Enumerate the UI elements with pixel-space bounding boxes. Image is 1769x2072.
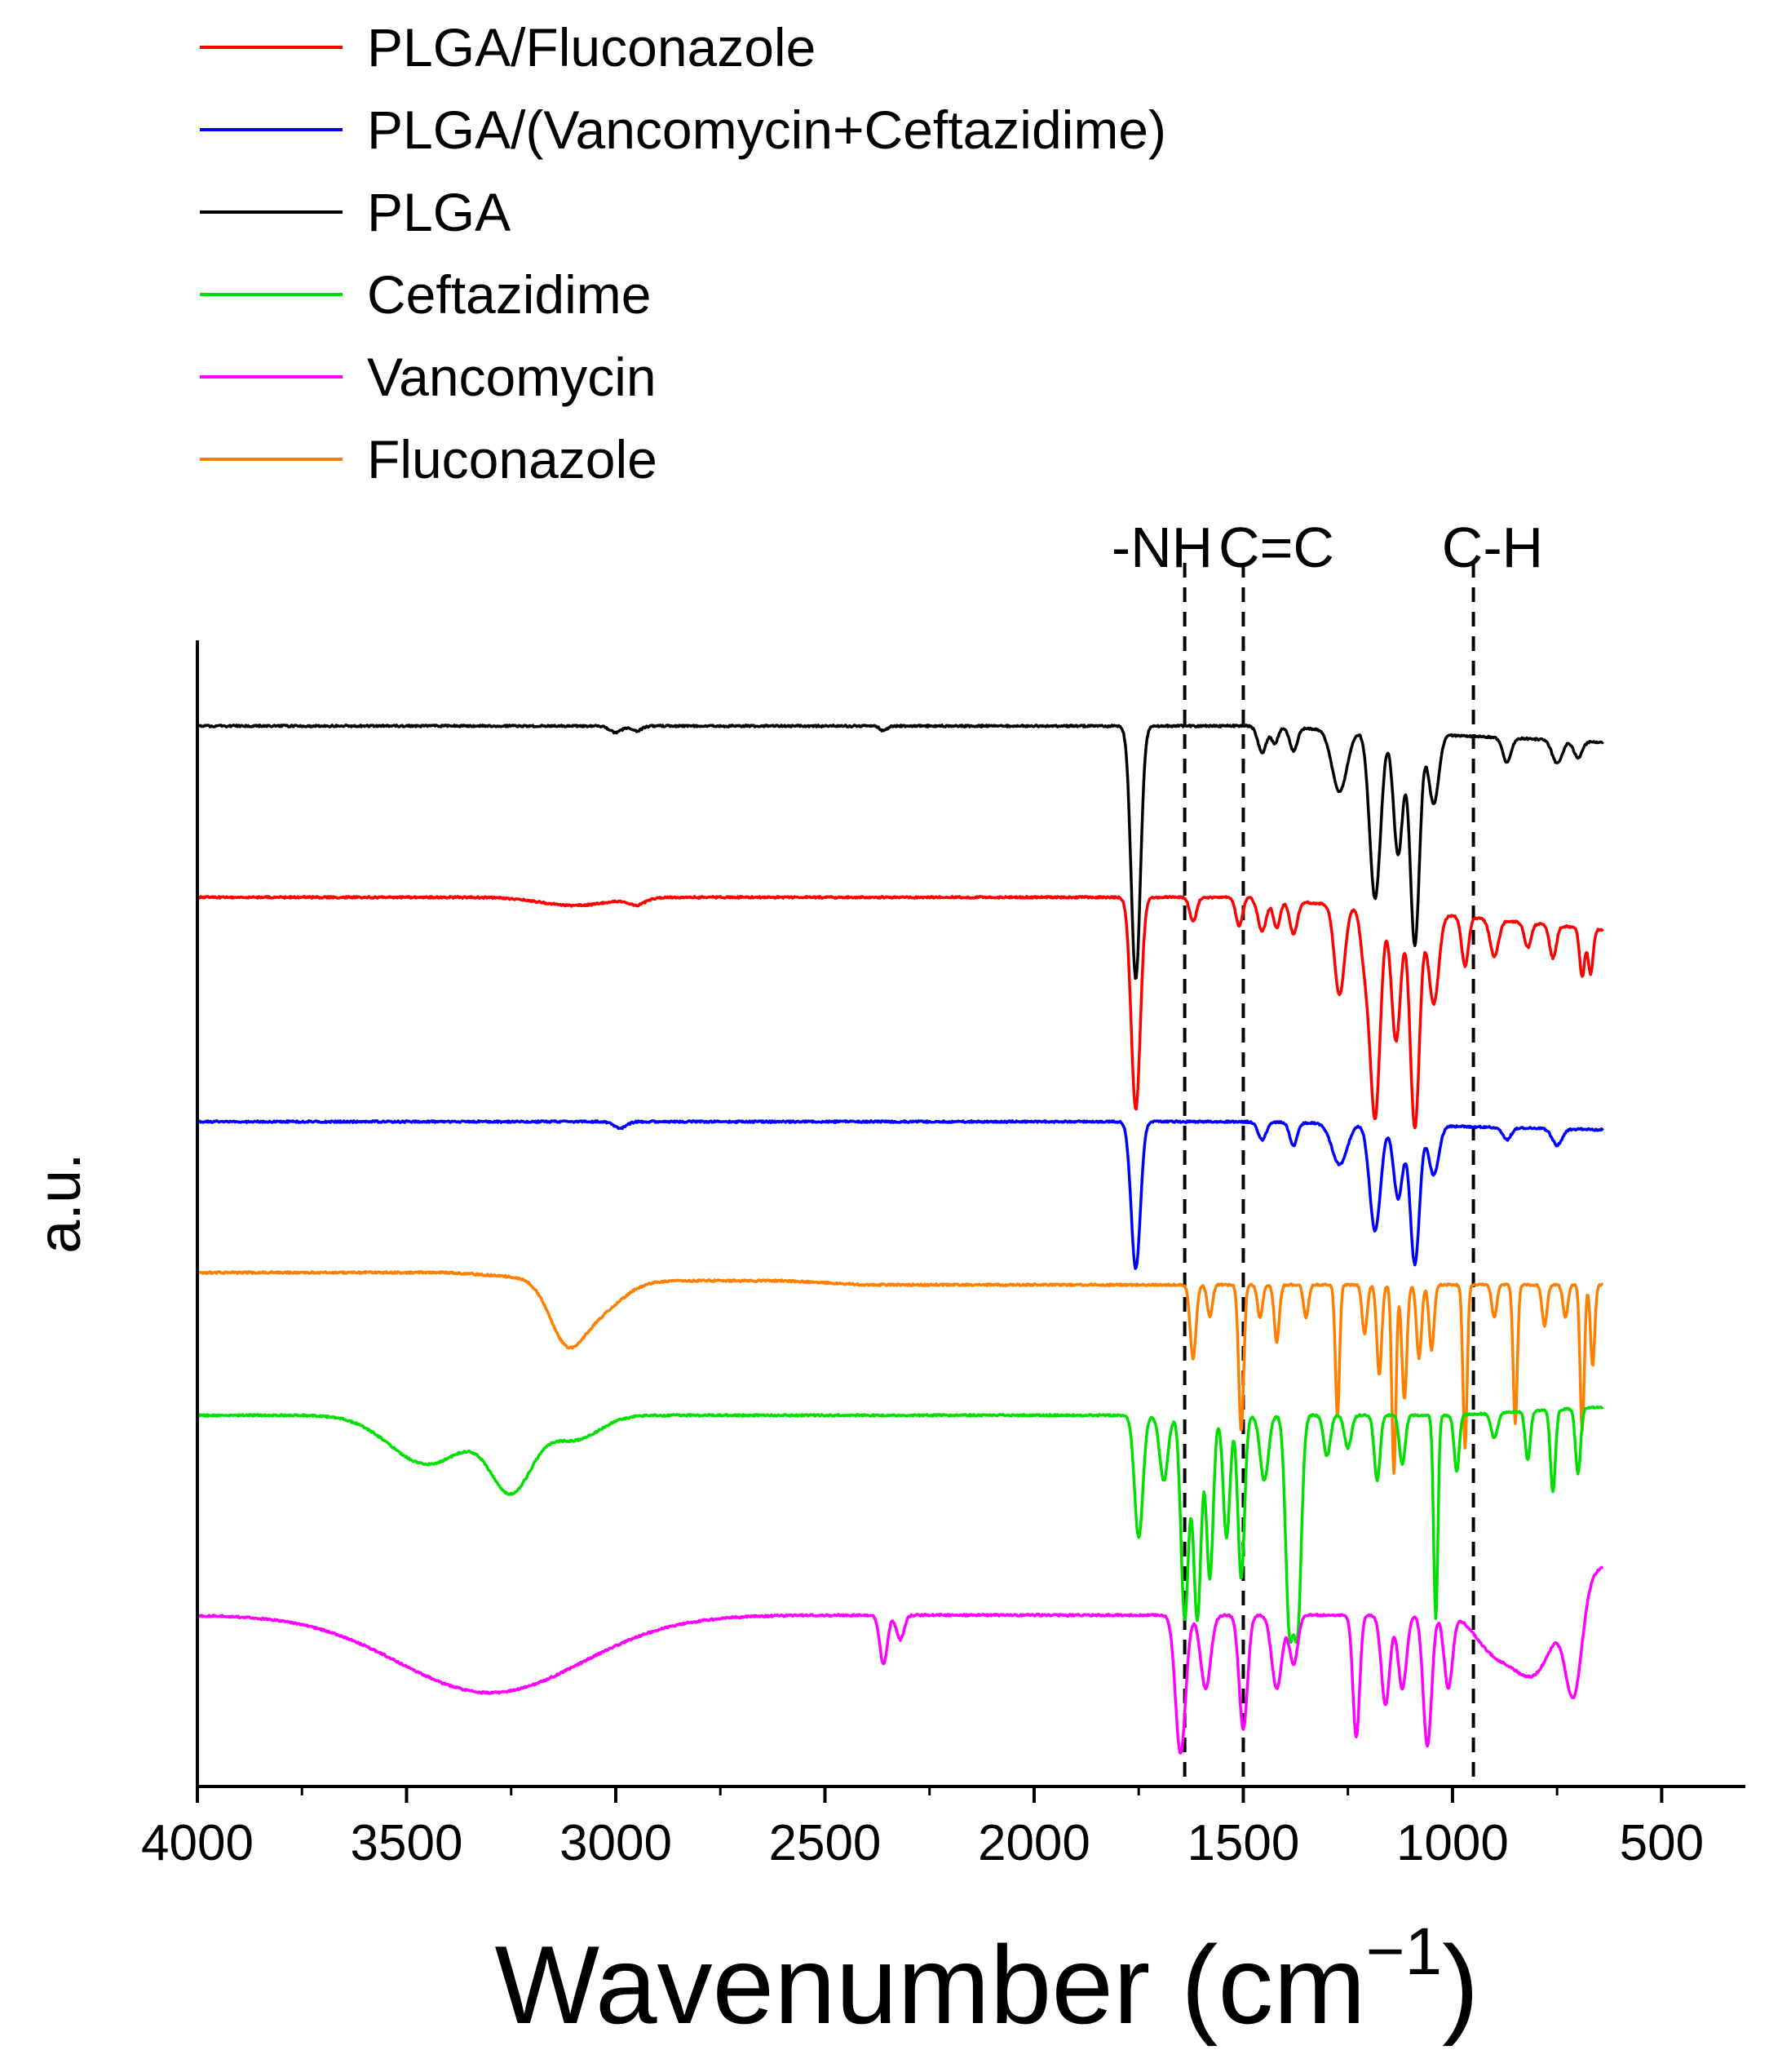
x-tick-label: 3000 — [559, 1815, 672, 1871]
legend-label: PLGA/(Vancomycin+Ceftazidime) — [367, 100, 1166, 160]
x-ticks: 4000 3500 3000 2500 2000 1500 1000 500 — [141, 1786, 1704, 1871]
x-tick-label: 1500 — [1187, 1815, 1299, 1871]
series-line-vancomycin — [196, 1565, 1604, 1755]
x-axis-title: Wavenumber (cm−1) — [495, 1915, 1479, 2047]
x-tick-label: 4000 — [141, 1815, 254, 1871]
legend-label: Vancomycin — [367, 347, 657, 407]
x-tick-label: 3500 — [351, 1815, 463, 1871]
annotation-label: C=C — [1218, 516, 1334, 579]
series-line-plga — [196, 724, 1604, 981]
x-tick-label: 2000 — [978, 1815, 1090, 1871]
annotations: -NH C=C C-H — [1112, 516, 1543, 1778]
series-line-fluconazole — [197, 1270, 1604, 1475]
legend-label: PLGA/Fluconazole — [367, 17, 816, 77]
legend-label: PLGA — [367, 182, 511, 242]
series-line-plga-fluconazole — [197, 895, 1604, 1130]
y-axis-title: a.u. — [25, 1153, 93, 1253]
x-tick-label: 2500 — [768, 1815, 881, 1871]
annotation-label: -NH — [1112, 516, 1213, 579]
x-tick-label: 1000 — [1396, 1815, 1509, 1871]
x-tick-label: 500 — [1620, 1815, 1704, 1871]
series-line-ceftazidime — [196, 1405, 1604, 1645]
legend: PLGA/Fluconazole PLGA/(Vancomycin+Ceftazi… — [200, 17, 1166, 489]
series-group — [196, 724, 1604, 1755]
legend-label: Fluconazole — [367, 429, 657, 489]
annotation-label: C-H — [1442, 516, 1543, 579]
legend-label: Ceftazidime — [367, 264, 651, 325]
series-line-plga-vancomycin-ceftazidime- — [197, 1119, 1604, 1270]
